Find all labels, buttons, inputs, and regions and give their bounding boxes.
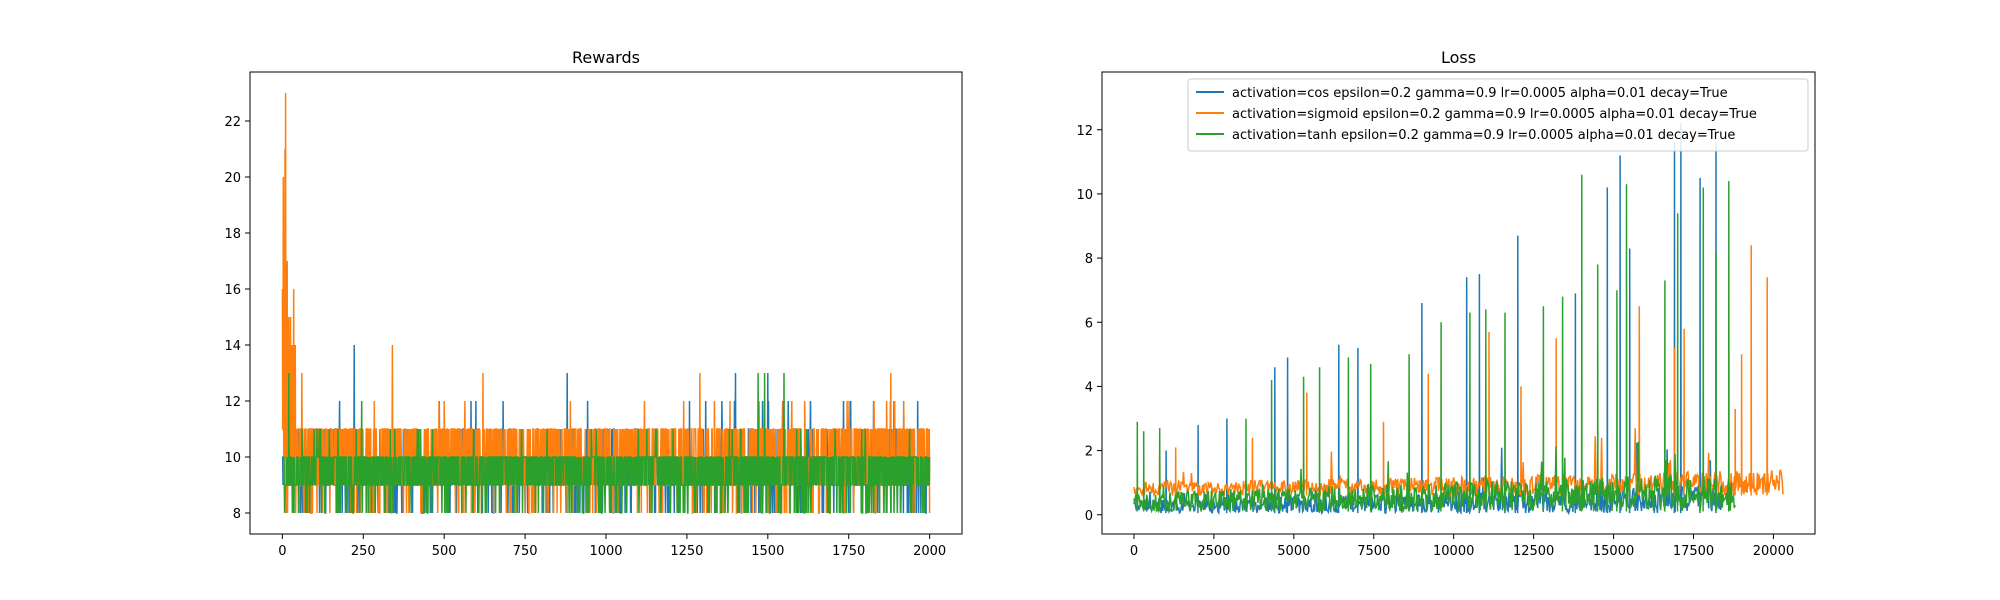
series-line-1: [1133, 245, 1784, 498]
legend-label: activation=cos epsilon=0.2 gamma=0.9 lr=…: [1232, 86, 1728, 101]
y-tick-label: 8: [233, 507, 241, 522]
x-tick-label: 0: [1130, 544, 1138, 559]
x-tick-label: 2000: [913, 544, 946, 559]
y-tick-label: 12: [224, 395, 241, 410]
chart-title: Rewards: [572, 48, 640, 67]
x-tick-label: 10000: [1433, 544, 1474, 559]
legend-label: activation=tanh epsilon=0.2 gamma=0.9 lr…: [1232, 128, 1735, 143]
x-tick-label: 15000: [1593, 544, 1634, 559]
x-tick-label: 12500: [1513, 544, 1554, 559]
x-tick-label: 1750: [832, 544, 865, 559]
x-tick-label: 1500: [751, 544, 784, 559]
y-tick-label: 6: [1085, 316, 1093, 331]
x-tick-label: 2500: [1197, 544, 1230, 559]
legend-box: [1187, 78, 1809, 152]
x-tick-label: 500: [432, 544, 457, 559]
series-line-2: [1133, 174, 1736, 514]
series-line-2: [282, 372, 931, 514]
x-tick-label: 20000: [1753, 544, 1794, 559]
y-tick-label: 18: [224, 227, 241, 242]
series-line-1: [281, 92, 931, 514]
x-tick-label: 17500: [1673, 544, 1714, 559]
y-tick-label: 8: [1085, 252, 1093, 267]
chart-title: Loss: [1441, 48, 1476, 67]
x-tick-label: 250: [351, 544, 376, 559]
loss-plot: 0 2500 5000 7500 10000 12500 15000 17500 20000 0 2…: [1076, 48, 1816, 559]
y-tick-label: 22: [224, 115, 241, 130]
x-tick-label: 5000: [1277, 544, 1310, 559]
y-tick-label: 4: [1085, 380, 1093, 395]
x-tick-label: 1000: [589, 544, 622, 559]
legend-label: activation=sigmoid epsilon=0.2 gamma=0.9…: [1232, 107, 1757, 122]
plot-area: [1133, 123, 1784, 516]
y-tick-label: 14: [224, 339, 241, 354]
rewards-plot: 0 250 500 750 1000 1250 1500 1750 2000 8 10 12 14 16 1…: [224, 48, 963, 559]
x-tick-label: 1250: [670, 544, 703, 559]
y-tick-label: 10: [1076, 188, 1093, 203]
x-tick-label: 7500: [1357, 544, 1390, 559]
plot-area: [281, 92, 931, 514]
x-tick-label: 0: [278, 544, 286, 559]
y-tick-label: 0: [1085, 509, 1093, 524]
y-tick-label: 20: [224, 171, 241, 186]
y-tick-label: 16: [224, 283, 241, 298]
axes-frame: [1101, 71, 1816, 535]
y-tick-label: 12: [1076, 124, 1093, 139]
y-tick-label: 10: [224, 451, 241, 466]
x-tick-label: 750: [513, 544, 538, 559]
y-tick-label: 2: [1085, 445, 1093, 460]
